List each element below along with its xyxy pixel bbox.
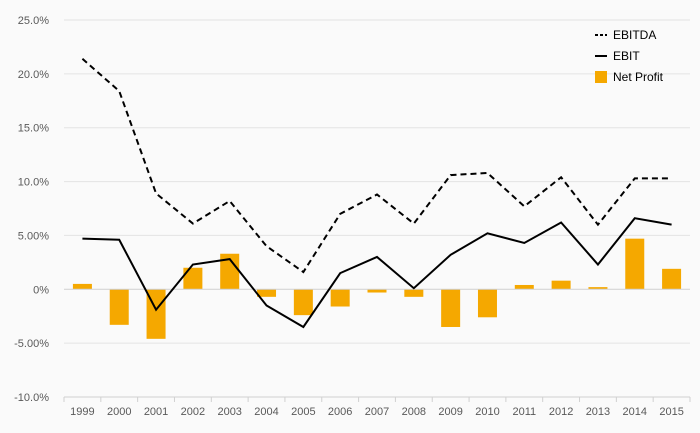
y-tick-label: 0% [33,284,49,296]
net-profit-bar [183,267,203,290]
y-tick-label: 5.00% [18,230,49,242]
x-tick-label: 2015 [659,406,683,418]
x-tick-label: 2007 [365,406,389,418]
legend-swatch-net-profit [595,71,607,83]
y-axis-ticks: -10.0% -5.00% 0% 5.00% 10.0% 15.0% 20.0% 25.0% [14,15,49,404]
legend-label: EBIT [613,49,640,63]
legend-label: Net Profit [613,70,664,84]
net-profit-bar [551,280,571,290]
x-tick-label: 2002 [181,406,205,418]
y-tick-label: -10.0% [14,392,49,404]
net-profit-bar [477,289,497,318]
net-profit-bar [588,287,608,290]
x-tick-label: 2012 [549,406,573,418]
ebitda-line [81,58,672,274]
net-profit-bar [367,289,387,293]
x-tick-label: 2013 [586,406,610,418]
ebit-line [82,217,672,329]
legend-label: EBITDA [613,28,656,42]
net-profit-bar [72,283,92,290]
y-tick-label: 10.0% [18,177,49,189]
legend: EBITDA EBIT Net Profit [595,28,664,84]
net-profit-bars [72,238,682,339]
x-tick-label: 2008 [402,406,426,418]
net-profit-bar [662,268,682,290]
y-tick-label: 20.0% [18,69,49,81]
x-tick-label: 2003 [217,406,241,418]
gridlines [64,19,690,398]
x-tick-label: 2009 [438,406,462,418]
y-tick-label: 25.0% [18,15,49,27]
x-tick-label: 2001 [144,406,168,418]
net-profit-bar [109,289,129,325]
net-profit-bar [293,289,313,316]
net-profit-bar [514,284,534,290]
y-tick-label: -5.00% [14,338,49,350]
x-tick-label: 2005 [291,406,315,418]
y-tick-label: 15.0% [18,123,49,135]
x-tick-label: 1999 [70,406,94,418]
series-lines [81,58,672,329]
net-profit-bar [625,238,645,290]
net-profit-bar [404,289,424,297]
x-tick-label: 2000 [107,406,131,418]
net-profit-bar [220,253,240,290]
net-profit-bar [257,289,277,297]
net-profit-bar [441,289,461,327]
x-tick-label: 2014 [623,406,647,418]
net-profit-bar [330,289,350,307]
x-tick-label: 2011 [512,406,536,418]
x-tick-label: 2010 [475,406,499,418]
x-axis-ticks: 1999 2000 2001 2002 2003 2004 2005 2006 2007 2008… [63,396,691,418]
x-tick-label: 2006 [328,406,352,418]
x-tick-label: 2004 [254,406,278,418]
